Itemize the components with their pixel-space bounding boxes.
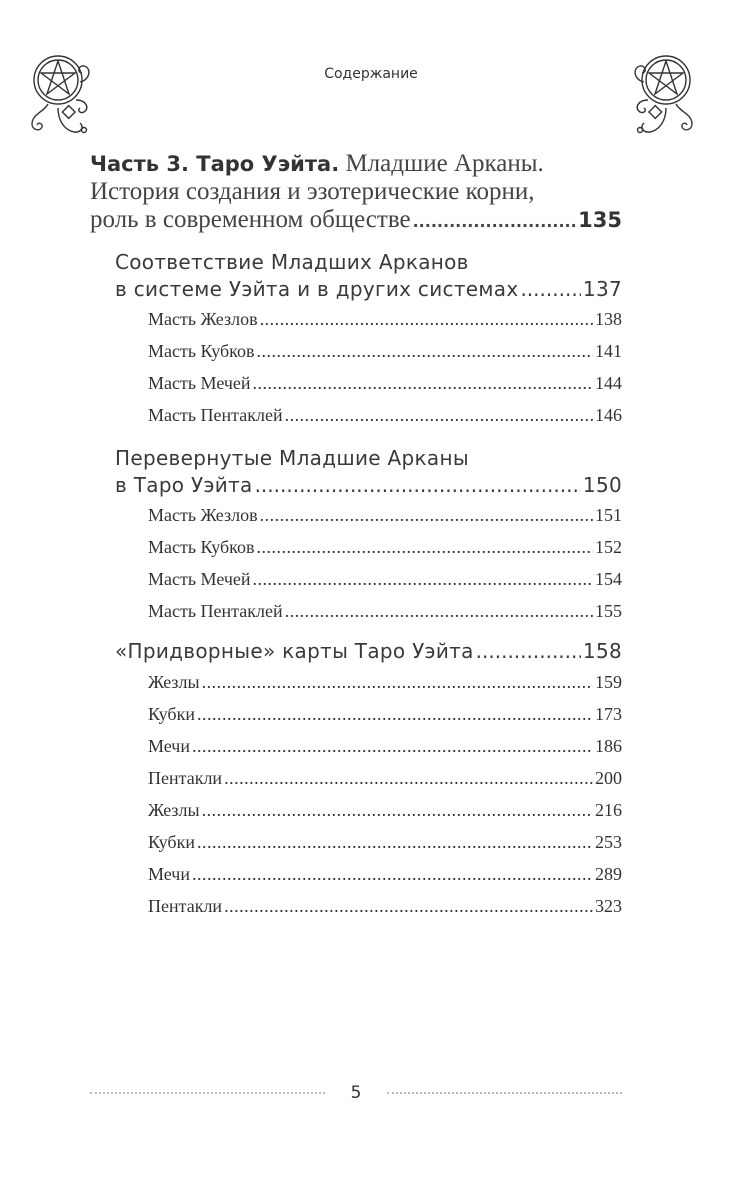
dot-leader [260, 309, 593, 330]
toc-entry-item[interactable]: Мечи 289 [148, 864, 622, 885]
item-title: Жезлы [148, 800, 200, 820]
footer-dots [90, 1092, 325, 1094]
toc-entry-item[interactable]: Жезлы 216 [148, 800, 622, 821]
page-ref: 289 [595, 864, 622, 884]
toc-entry-item[interactable]: Масть Пентаклей 155 [148, 601, 622, 622]
dot-leader [285, 405, 593, 426]
item-title: Масть Жезлов [148, 505, 258, 525]
footer-dots [387, 1092, 623, 1094]
toc-entry-section[interactable]: в системе Уэйта и в других системах 137 [115, 277, 622, 301]
part-subtitle: Младшие Арканы. [345, 150, 544, 177]
page-ref: 144 [595, 373, 622, 393]
page-ref: 186 [595, 736, 622, 756]
item-title: Кубки [148, 704, 195, 724]
page-number: 5 [350, 1083, 362, 1103]
dot-leader [224, 896, 593, 917]
dot-leader [224, 768, 593, 789]
toc-entry-item[interactable]: Масть Мечей 144 [148, 373, 622, 394]
page-ref: 137 [582, 277, 622, 301]
section-title-line[interactable]: Перевернутые Младшие Арканы [115, 446, 622, 470]
page-ref: 253 [595, 832, 622, 852]
pentacle-ornament-icon [31, 55, 90, 134]
item-title: Масть Кубков [148, 341, 255, 361]
dot-leader [192, 736, 593, 757]
toc-entry-item[interactable]: Масть Жезлов 138 [148, 309, 622, 330]
page-ref: 135 [578, 208, 622, 232]
item-title: Жезлы [148, 672, 200, 692]
toc-entry-item[interactable]: Масть Кубков 141 [148, 341, 622, 362]
dot-leader [256, 537, 593, 558]
part-title: Часть 3. Таро Уэйта. [90, 152, 340, 176]
page-footer: 5 [90, 1083, 623, 1103]
dot-leader [202, 800, 593, 821]
part-line: роль в современном обществе [90, 206, 411, 233]
part-heading-line2[interactable]: История создания и эзотерические корни, [90, 178, 622, 206]
page-ref: 152 [595, 537, 622, 557]
toc-entry-item[interactable]: Пентакли 323 [148, 896, 622, 917]
item-title: Масть Пентаклей [148, 405, 283, 425]
toc-entry-section[interactable]: в Таро Уэйта 150 [115, 473, 622, 497]
page-ref: 146 [595, 405, 622, 425]
dot-leader [253, 569, 593, 590]
page-ref: 323 [595, 896, 622, 916]
item-title: Мечи [148, 864, 190, 884]
running-header: Содержание [324, 66, 418, 82]
dot-leader [285, 601, 593, 622]
dot-leader [202, 672, 593, 693]
dot-leader [260, 505, 593, 526]
section-title-line[interactable]: Соответствие Младших Арканов [115, 250, 622, 274]
dot-leader [256, 341, 593, 362]
toc-entry-item[interactable]: Кубки 253 [148, 832, 622, 853]
page-ref: 158 [582, 639, 622, 663]
page-ref: 173 [595, 704, 622, 724]
toc-entry-item[interactable]: Жезлы 159 [148, 672, 622, 693]
section-title: Перевернутые Младшие Арканы [115, 446, 469, 470]
dot-leader [255, 473, 581, 497]
dot-leader [197, 704, 593, 725]
page-ref: 138 [595, 309, 622, 329]
item-title: Кубки [148, 832, 195, 852]
page-ref: 216 [595, 800, 622, 820]
toc-entry-item[interactable]: Пентакли 200 [148, 768, 622, 789]
item-title: Масть Кубков [148, 537, 255, 557]
toc-entry-part[interactable]: роль в современном обществе 135 [90, 206, 622, 234]
toc-entry-item[interactable]: Масть Кубков 152 [148, 537, 622, 558]
page-ref: 141 [595, 341, 622, 361]
item-title: Масть Мечей [148, 373, 251, 393]
toc-entry-section[interactable]: «Придворные» карты Таро Уэйта 158 [115, 639, 622, 663]
dot-leader [520, 277, 580, 301]
toc-entry-item[interactable]: Масть Жезлов 151 [148, 505, 622, 526]
page-ref: 200 [595, 768, 622, 788]
page-ref: 159 [595, 672, 622, 692]
toc-entry-item[interactable]: Масть Пентаклей 146 [148, 405, 622, 426]
dot-leader [413, 212, 577, 231]
pentacle-ornament-icon [634, 55, 693, 134]
toc-entry-item[interactable]: Кубки 173 [148, 704, 622, 725]
item-title: Масть Жезлов [148, 309, 258, 329]
part-heading-line1[interactable]: Часть 3. Таро Уэйта. Младшие Арканы. [90, 150, 622, 178]
dot-leader [476, 639, 581, 663]
item-title: Мечи [148, 736, 190, 756]
page-ref: 154 [595, 569, 622, 589]
item-title: Масть Мечей [148, 569, 251, 589]
item-title: Пентакли [148, 896, 223, 916]
item-title: Масть Пентаклей [148, 601, 283, 621]
section-title: Соответствие Младших Арканов [115, 250, 469, 274]
toc-entry-item[interactable]: Мечи 186 [148, 736, 622, 757]
section-title: в Таро Уэйта [115, 473, 253, 497]
part-line: История создания и эзотерические корни, [90, 178, 535, 205]
page-ref: 150 [582, 473, 622, 497]
dot-leader [197, 832, 593, 853]
dot-leader [192, 864, 593, 885]
section-title: в системе Уэйта и в других системах [115, 277, 519, 301]
toc-entry-item[interactable]: Масть Мечей 154 [148, 569, 622, 590]
dot-leader [253, 373, 593, 394]
section-title: «Придворные» карты Таро Уэйта [115, 639, 474, 663]
page-ref: 151 [595, 505, 622, 525]
page-ref: 155 [595, 601, 622, 621]
item-title: Пентакли [148, 768, 223, 788]
